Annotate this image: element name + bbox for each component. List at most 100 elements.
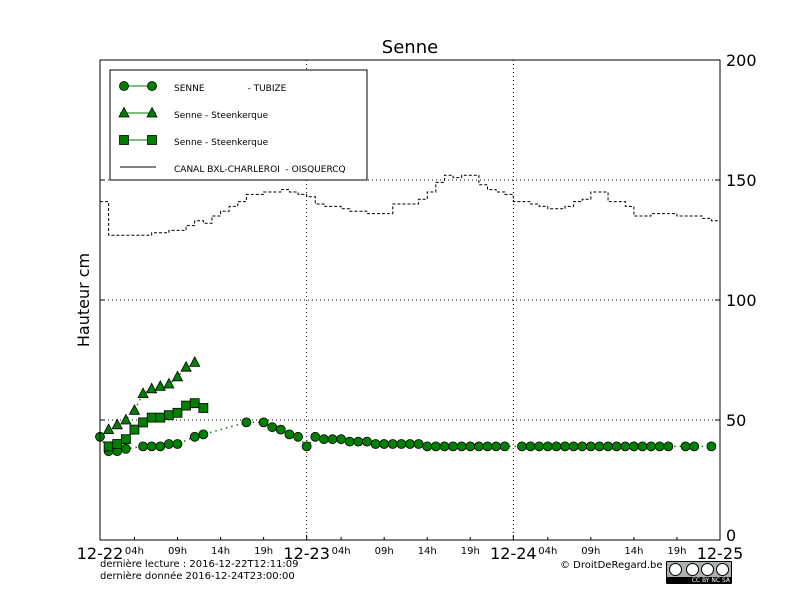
- y-tick-label: 200: [726, 51, 757, 70]
- x-tick-label-minor: 14h: [418, 546, 437, 557]
- series-3: [100, 174, 720, 236]
- x-tick-label-minor: 19h: [667, 546, 686, 557]
- circle-marker: [189, 431, 200, 442]
- circle-marker: [611, 441, 622, 452]
- triangle-marker: [163, 377, 175, 389]
- circle-marker: [413, 439, 424, 449]
- last-read-text: dernière lecture : 2016-12-22T12:11:09: [100, 559, 299, 570]
- series-2: [103, 398, 209, 452]
- x-tick-label-major: 12-23: [283, 544, 330, 563]
- circle-marker: [267, 422, 278, 433]
- y-tick-label: 100: [726, 291, 757, 310]
- square-marker: [112, 439, 123, 449]
- x-tick-label-minor: 19h: [254, 546, 273, 557]
- x-tick-label-major: 12-22: [77, 544, 124, 563]
- circle-marker: [362, 436, 372, 447]
- x-tick-label-minor: 09h: [581, 546, 600, 557]
- last-data-text: dernière donnée 2016-12-24T23:00:00: [100, 571, 295, 582]
- x-tick-label-minor: 14h: [211, 546, 230, 557]
- triangle-marker: [180, 360, 192, 372]
- circle-marker: [603, 441, 613, 452]
- circle-marker: [310, 431, 321, 442]
- circle-marker: [284, 429, 295, 440]
- chart-title: Senne: [382, 37, 438, 58]
- square-marker: [189, 398, 200, 409]
- square-marker: [146, 412, 157, 423]
- circle-marker: [594, 441, 605, 452]
- series-1: [102, 356, 201, 435]
- circle-marker: [542, 441, 553, 452]
- by-icon: [686, 563, 699, 576]
- circle-marker: [663, 441, 674, 452]
- legend-triangle-marker: [118, 106, 130, 118]
- circle-marker: [568, 441, 579, 452]
- circle-marker: [163, 439, 174, 449]
- circle-marker: [560, 441, 570, 452]
- sa-icon: [716, 563, 729, 576]
- circle-marker: [241, 417, 252, 428]
- circle-marker: [689, 441, 700, 452]
- circle-marker: [293, 431, 303, 442]
- cc-license-badge[interactable]: CC BY NC SA: [666, 561, 732, 584]
- circle-marker: [620, 441, 631, 452]
- circle-marker: [379, 439, 390, 449]
- circle-marker: [353, 436, 364, 447]
- circle-marker: [482, 441, 493, 452]
- triangle-marker: [171, 370, 184, 382]
- legend-square-marker: [119, 135, 129, 145]
- circle-marker: [551, 441, 562, 452]
- circle-marker: [473, 441, 484, 452]
- cc-icon: [669, 563, 682, 576]
- square-marker: [103, 441, 114, 452]
- triangle-marker: [189, 356, 201, 367]
- circle-marker: [585, 441, 596, 452]
- x-tick-label-minor: 14h: [624, 546, 643, 557]
- circle-marker: [577, 441, 588, 452]
- circle-marker: [654, 441, 665, 452]
- circle-marker: [525, 441, 536, 452]
- copyright-link[interactable]: © DroitDeRegard.be: [560, 560, 663, 571]
- x-tick-label-minor: 09h: [375, 546, 394, 557]
- y-axis-label: Hauteur cm: [74, 253, 93, 347]
- circle-marker: [405, 439, 415, 449]
- circle-marker: [491, 441, 502, 452]
- x-tick-label-minor: 04h: [332, 546, 351, 557]
- x-tick-label-minor: 19h: [461, 546, 480, 557]
- circle-marker: [258, 417, 269, 428]
- triangle-marker: [102, 423, 115, 435]
- x-tick-label-minor: 04h: [125, 546, 144, 557]
- circle-marker: [448, 441, 458, 452]
- square-marker: [181, 400, 192, 411]
- circle-marker: [146, 441, 157, 452]
- legend-label: SENNE - TUBIZE: [174, 84, 287, 94]
- square-marker: [138, 417, 148, 428]
- circle-marker: [336, 434, 347, 445]
- triangle-marker: [137, 387, 149, 399]
- legend-square-marker: [147, 135, 157, 145]
- circle-marker: [120, 443, 131, 454]
- triangle-marker: [111, 418, 123, 430]
- legend-label: Senne - Steenkerque: [174, 138, 269, 148]
- legend-circle-marker: [119, 81, 129, 91]
- square-marker: [155, 412, 166, 423]
- legend: SENNE - TUBIZE Senne - Steenkerque Senne -…: [109, 69, 368, 181]
- legend-triangle-marker: [146, 106, 158, 118]
- circle-marker: [327, 434, 338, 445]
- nc-icon: [701, 563, 714, 576]
- square-marker: [172, 407, 183, 418]
- triangle-marker: [128, 404, 141, 415]
- circle-marker: [456, 441, 467, 452]
- x-tick-label-major: 12-24: [490, 544, 537, 563]
- circle-marker: [422, 441, 433, 452]
- circle-marker: [344, 436, 355, 447]
- circle-marker: [439, 441, 450, 452]
- circle-marker: [517, 441, 527, 452]
- circle-marker: [318, 434, 329, 445]
- circle-marker: [499, 441, 510, 452]
- square-marker: [198, 403, 209, 413]
- legend-label: CANAL BXL-CHARLEROI - OISQUERCQ: [174, 165, 346, 175]
- square-marker: [163, 410, 174, 421]
- circle-marker: [534, 441, 545, 452]
